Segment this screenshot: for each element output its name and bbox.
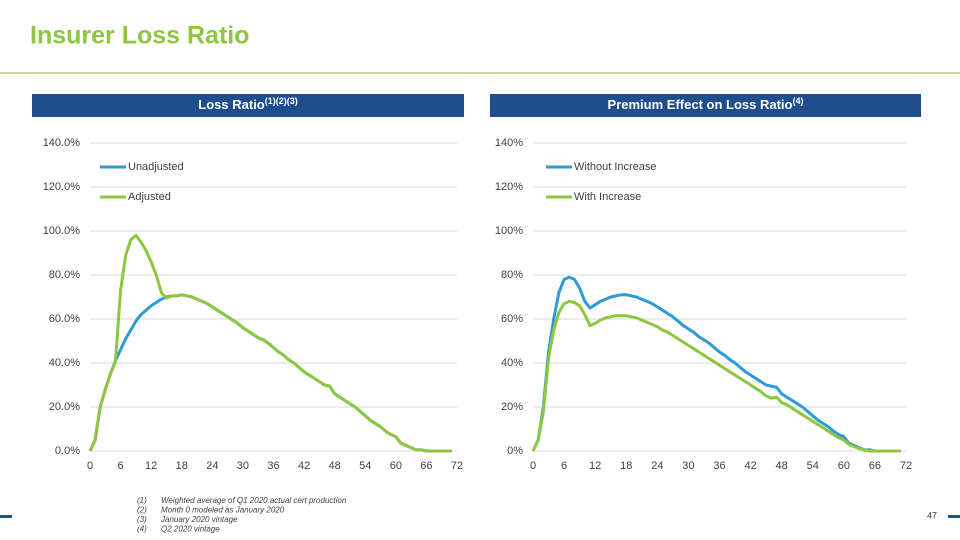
x-tick-label: 30 <box>237 460 249 472</box>
y-tick-label: 120.0% <box>43 181 81 193</box>
x-tick-label: 54 <box>807 460 819 472</box>
legend-label: Without Increase <box>574 161 657 173</box>
x-tick-label: 30 <box>682 460 694 472</box>
x-tick-label: 36 <box>267 460 279 472</box>
x-tick-label: 72 <box>451 460 463 472</box>
series-line <box>88 233 452 453</box>
y-tick-label: 100.0% <box>43 225 81 237</box>
y-tick-label: 60% <box>501 313 523 325</box>
x-tick-label: 6 <box>561 460 567 472</box>
page-number: 47 <box>927 510 937 520</box>
y-tick-label: 120% <box>495 181 523 193</box>
x-tick-label: 18 <box>620 460 632 472</box>
legend-label: Adjusted <box>128 191 171 203</box>
chart-title-text: Loss Ratio <box>198 97 265 112</box>
y-tick-label: 0% <box>507 445 523 457</box>
y-tick-label: 20% <box>501 401 523 413</box>
chart-title-text: Premium Effect on Loss Ratio <box>608 97 793 112</box>
x-tick-label: 24 <box>206 460 218 472</box>
y-tick-label: 0.0% <box>55 445 80 457</box>
chart-header <box>490 94 921 117</box>
x-tick-label: 48 <box>329 460 341 472</box>
legend-label: With Increase <box>574 191 641 203</box>
x-tick-label: 36 <box>713 460 725 472</box>
footnote-text: Month 0 modeled as January 2020 <box>161 506 285 515</box>
x-tick-label: 54 <box>359 460 371 472</box>
x-tick-label: 66 <box>869 460 881 472</box>
y-tick-label: 40% <box>501 357 523 369</box>
x-tick-label: 12 <box>589 460 601 472</box>
x-tick-label: 66 <box>420 460 432 472</box>
series-line <box>531 299 901 453</box>
y-tick-label: 100% <box>495 225 523 237</box>
footnote-marker: (2) <box>137 506 147 515</box>
footnote-text: January 2020 vintage <box>160 515 238 524</box>
y-tick-label: 140.0% <box>43 137 81 149</box>
footnote-text: Weighted average of Q1 2020 actual cert … <box>161 496 347 505</box>
x-tick-label: 0 <box>530 460 536 472</box>
x-tick-label: 60 <box>390 460 402 472</box>
x-tick-label: 48 <box>776 460 788 472</box>
chart-title: Loss Ratio(1)(2)(3) <box>198 96 297 112</box>
series-line <box>88 293 452 453</box>
footer-dash <box>0 515 12 518</box>
footnote-marker: (1) <box>137 496 147 505</box>
y-tick-label: 20.0% <box>49 401 80 413</box>
chart-header <box>32 94 464 117</box>
x-tick-label: 24 <box>651 460 663 472</box>
x-tick-label: 60 <box>838 460 850 472</box>
x-tick-label: 72 <box>900 460 912 472</box>
slide-title: Insurer Loss Ratio <box>30 22 250 50</box>
chart-title-superscript: (4) <box>792 96 803 106</box>
footnote-marker: (3) <box>137 515 147 524</box>
legend-label: Unadjusted <box>128 161 184 173</box>
y-tick-label: 40.0% <box>49 357 80 369</box>
y-tick-label: 140% <box>495 137 523 149</box>
x-tick-label: 42 <box>298 460 310 472</box>
y-tick-label: 60.0% <box>49 313 80 325</box>
chart-title-superscript: (1)(2)(3) <box>265 96 298 106</box>
footnote-text: Q2 2020 vintage <box>161 525 220 534</box>
y-tick-label: 80.0% <box>49 269 80 281</box>
series-line <box>531 275 901 453</box>
x-tick-label: 0 <box>87 460 93 472</box>
chart-title: Premium Effect on Loss Ratio(4) <box>608 96 804 112</box>
x-tick-label: 12 <box>145 460 157 472</box>
y-tick-label: 80% <box>501 269 523 281</box>
footnote-marker: (4) <box>137 525 147 534</box>
footer-dash <box>948 515 960 518</box>
x-tick-label: 42 <box>744 460 756 472</box>
x-tick-label: 18 <box>176 460 188 472</box>
x-tick-label: 6 <box>118 460 124 472</box>
